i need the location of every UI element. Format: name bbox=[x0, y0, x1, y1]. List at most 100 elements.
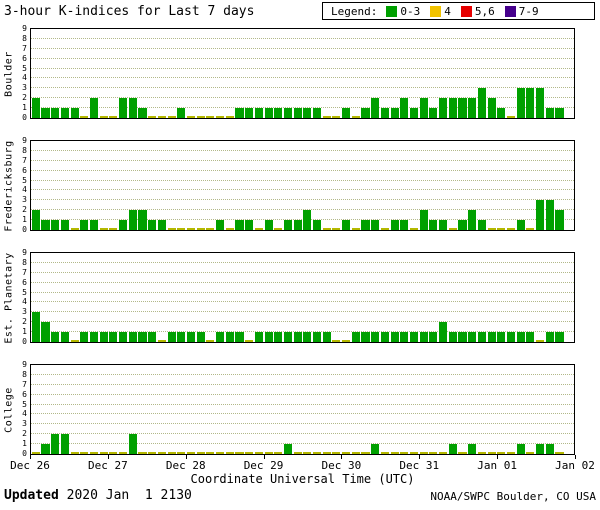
k-index-bar bbox=[293, 332, 302, 342]
k-index-bar bbox=[439, 452, 448, 454]
k-index-bar bbox=[216, 332, 225, 342]
gridline bbox=[31, 261, 574, 263]
x-tick-label: Dec 31 bbox=[399, 459, 440, 472]
gridline bbox=[31, 97, 574, 99]
k-index-bar bbox=[274, 108, 283, 118]
k-index-bar bbox=[148, 452, 157, 454]
k-index-bar bbox=[303, 332, 312, 342]
k-index-bar bbox=[254, 228, 263, 230]
k-index-bar bbox=[177, 228, 186, 230]
k-index-bar bbox=[332, 116, 341, 118]
x-tickmark bbox=[263, 455, 265, 459]
gridline bbox=[31, 433, 574, 435]
k-index-bar bbox=[448, 98, 457, 118]
y-tick-label: 2 bbox=[22, 93, 27, 103]
k-index-bar bbox=[119, 332, 128, 342]
k-index-bar bbox=[477, 452, 486, 454]
k-index-bar bbox=[477, 332, 486, 342]
k-index-bar bbox=[332, 340, 341, 342]
k-index-bar bbox=[458, 98, 467, 118]
k-index-bar bbox=[41, 322, 50, 342]
k-index-bar bbox=[157, 220, 166, 230]
y-tick-label: 2 bbox=[22, 317, 27, 327]
x-tick-label: Dec 27 bbox=[87, 459, 128, 472]
x-axis-labels: Dec 26 Dec 27 Dec 28 Dec 29 Dec 30 Dec 31 Jan … bbox=[10, 459, 595, 472]
k-index-bar bbox=[497, 108, 506, 118]
k-index-bar bbox=[60, 108, 69, 118]
legend-label: Legend: bbox=[331, 4, 378, 18]
k-index-bar bbox=[293, 452, 302, 454]
updated-label: Updated bbox=[4, 488, 59, 503]
k-index-bar bbox=[235, 452, 244, 454]
x-tickmark bbox=[341, 455, 343, 459]
k-index-bar bbox=[351, 332, 360, 342]
k-index-bar bbox=[506, 452, 516, 454]
k-index-bar bbox=[196, 452, 205, 454]
k-index-bar bbox=[555, 452, 564, 454]
gridline bbox=[31, 77, 574, 79]
k-index-bar bbox=[31, 98, 40, 118]
k-index-bar bbox=[89, 220, 99, 230]
k-index-bar bbox=[70, 452, 79, 454]
y-tick-label: 6 bbox=[22, 389, 27, 399]
x-tickmark bbox=[107, 455, 109, 459]
gridline bbox=[31, 321, 574, 323]
k-index-bar bbox=[128, 98, 137, 118]
y-tick-label: 5 bbox=[22, 63, 27, 73]
k-index-bar bbox=[109, 116, 118, 118]
k-index-bar bbox=[497, 332, 506, 342]
k-index-bar bbox=[419, 210, 428, 230]
y-tick-label: 0 bbox=[22, 225, 27, 234]
k-index-bar bbox=[245, 340, 254, 342]
k-index-bar bbox=[536, 340, 545, 342]
k-index-bar bbox=[186, 332, 196, 342]
plot-area-college bbox=[30, 364, 575, 455]
k-index-bar bbox=[409, 452, 419, 454]
k-index-bar bbox=[390, 332, 399, 342]
legend-item: 4 bbox=[430, 5, 451, 18]
y-tick-label: 5 bbox=[22, 175, 27, 185]
k-index-bar bbox=[458, 452, 467, 454]
y-tick-label: 2 bbox=[22, 429, 27, 439]
k-index-bar bbox=[516, 444, 525, 454]
k-index-bar bbox=[458, 332, 467, 342]
k-index-bar bbox=[458, 220, 467, 230]
k-index-bar bbox=[409, 332, 419, 342]
k-index-bar bbox=[99, 116, 108, 118]
k-index-bar bbox=[80, 116, 89, 118]
y-tick-label: 3 bbox=[22, 195, 27, 205]
k-index-bar bbox=[312, 452, 322, 454]
k-index-bar bbox=[31, 210, 40, 230]
k-index-bar bbox=[448, 228, 457, 230]
k-index-bar bbox=[477, 220, 486, 230]
k-index-bar bbox=[506, 332, 516, 342]
gridline bbox=[31, 199, 574, 201]
k-index-bar bbox=[371, 444, 380, 454]
k-index-bar bbox=[439, 220, 448, 230]
y-tick-label: 4 bbox=[22, 409, 27, 419]
y-tick-label: 0 bbox=[22, 449, 27, 458]
k-index-bar bbox=[303, 210, 312, 230]
x-tickmark bbox=[30, 455, 31, 459]
y-tick-label: 6 bbox=[22, 53, 27, 63]
k-index-bar bbox=[380, 332, 389, 342]
x-axis-tickmarks bbox=[30, 455, 576, 459]
k-index-bar bbox=[31, 452, 40, 454]
k-index-bar bbox=[235, 108, 244, 118]
k-index-bar bbox=[264, 108, 273, 118]
y-tick-label: 4 bbox=[22, 185, 27, 195]
k-index-bar bbox=[545, 200, 554, 230]
x-tickmark bbox=[185, 455, 187, 459]
gridline bbox=[31, 403, 574, 405]
k-index-bar bbox=[322, 116, 331, 118]
updated-text: Updated 2020 Jan 1 2130 bbox=[4, 488, 192, 503]
gridline bbox=[31, 393, 574, 395]
k-index-bar bbox=[487, 228, 496, 230]
k-index-bar bbox=[555, 210, 564, 230]
y-tick-label: 8 bbox=[22, 369, 27, 379]
k-index-bar bbox=[283, 444, 292, 454]
k-index-bar bbox=[419, 452, 428, 454]
